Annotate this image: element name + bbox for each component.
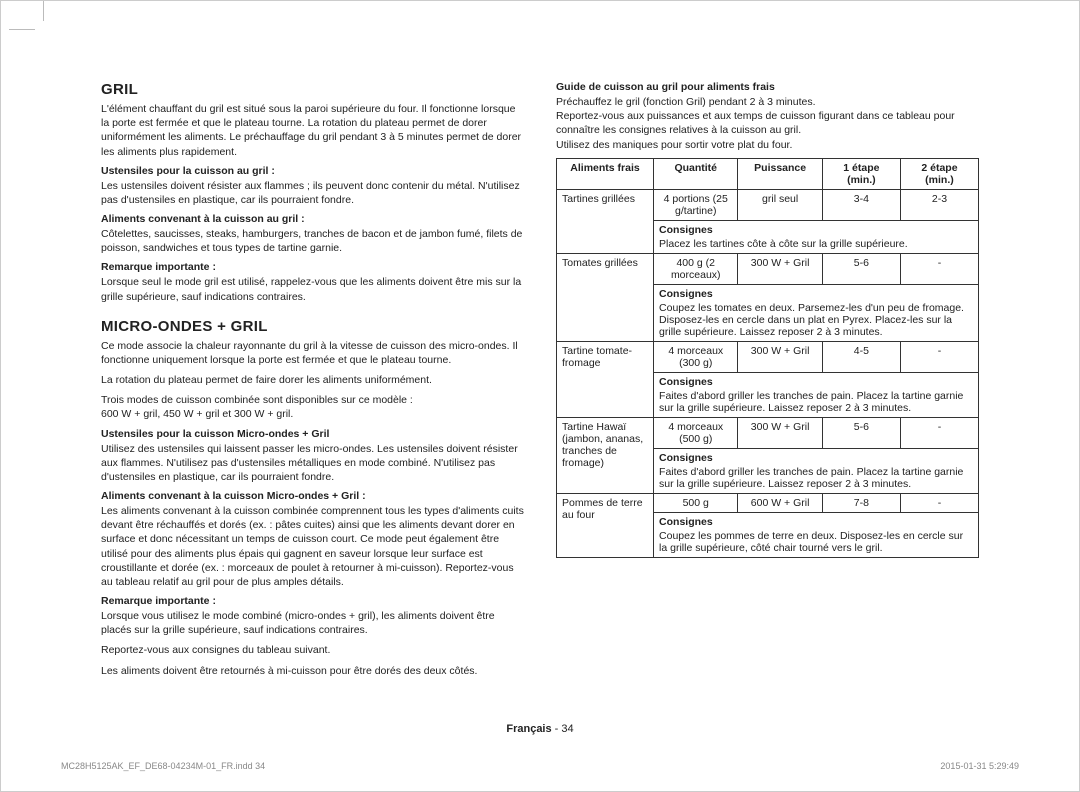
cell-aliment: Pommes de terre au four: [557, 493, 654, 557]
table-row: Tomates grillées400 g (2 morceaux)300 W …: [557, 253, 979, 284]
cell-puissance: 600 W + Gril: [738, 493, 822, 512]
cell-quantite: 4 portions (25 g/tartine): [654, 189, 738, 220]
guide-p3: Utilisez des maniques pour sortir votre …: [556, 138, 979, 152]
mwg-intro-3: Trois modes de cuisson combinée sont dis…: [101, 393, 524, 407]
cell-etape2: -: [900, 341, 978, 372]
mwg-aliments-text: Les aliments convenant à la cuisson comb…: [101, 504, 524, 589]
guide-title: Guide de cuisson au gril pour aliments f…: [556, 81, 979, 93]
table-row: Tartine Hawaï (jambon, ananas, tranches …: [557, 417, 979, 448]
cell-quantite: 400 g (2 morceaux): [654, 253, 738, 284]
page: GRIL L'élément chauffant du gril est sit…: [0, 0, 1080, 792]
right-column: Guide de cuisson au gril pour aliments f…: [556, 81, 979, 684]
table-row: Pommes de terre au four500 g600 W + Gril…: [557, 493, 979, 512]
mwg-remarque-2: Reportez-vous aux consignes du tableau s…: [101, 643, 524, 657]
cell-etape2: -: [900, 493, 978, 512]
gril-intro: L'élément chauffant du gril est situé so…: [101, 102, 524, 159]
cell-puissance: 300 W + Gril: [738, 417, 822, 448]
mwg-intro-2: La rotation du plateau permet de faire d…: [101, 373, 524, 387]
cell-quantite: 500 g: [654, 493, 738, 512]
consignes-text: Coupez les pommes de terre en deux. Disp…: [659, 530, 963, 554]
page-footer: Français - 34: [1, 723, 1079, 735]
footer-sep: -: [552, 723, 562, 735]
consignes-label: Consignes: [659, 224, 973, 236]
footer-lang: Français: [506, 723, 551, 735]
cell-etape1: 3-4: [822, 189, 900, 220]
cell-consigne: Consignes Faites d'abord griller les tran…: [654, 448, 979, 493]
left-column: GRIL L'élément chauffant du gril est sit…: [101, 81, 524, 684]
content-columns: GRIL L'élément chauffant du gril est sit…: [101, 81, 979, 684]
consignes-label: Consignes: [659, 516, 973, 528]
table-row: Tartines grillées4 portions (25 g/tartin…: [557, 189, 979, 220]
cell-consigne: Consignes Placez les tartines côte à côte…: [654, 220, 979, 253]
footer-page: 34: [561, 723, 573, 735]
guide-p2: Reportez-vous aux puissances et aux temp…: [556, 109, 979, 137]
gril-ustensiles-title: Ustensiles pour la cuisson au gril :: [101, 165, 524, 177]
th-etape2: 2 étape (min.): [900, 158, 978, 189]
cell-aliment: Tartine Hawaï (jambon, ananas, tranches …: [557, 417, 654, 493]
th-quantite: Quantité: [654, 158, 738, 189]
cell-quantite: 4 morceaux (500 g): [654, 417, 738, 448]
th-puissance: Puissance: [738, 158, 822, 189]
table-header-row: Aliments frais Quantité Puissance 1 étap…: [557, 158, 979, 189]
consignes-text: Faites d'abord griller les tranches de p…: [659, 466, 963, 490]
cell-aliment: Tomates grillées: [557, 253, 654, 341]
crop-mark: [9, 29, 35, 30]
cell-etape1: 7-8: [822, 493, 900, 512]
mwg-ustensiles-text: Utilisez des ustensiles qui laissent pas…: [101, 442, 524, 485]
gril-remarque-text: Lorsque seul le mode gril est utilisé, r…: [101, 275, 524, 303]
mwg-remarque-title: Remarque importante :: [101, 595, 524, 607]
th-etape1: 1 étape (min.): [822, 158, 900, 189]
cell-etape2: -: [900, 417, 978, 448]
cell-aliment: Tartines grillées: [557, 189, 654, 253]
cell-etape2: 2-3: [900, 189, 978, 220]
crop-mark: [43, 1, 44, 21]
imprint-file: MC28H5125AK_EF_DE68-04234M-01_FR.indd 34: [61, 761, 265, 771]
mwg-intro-1: Ce mode associe la chaleur rayonnante du…: [101, 339, 524, 367]
cell-puissance: 300 W + Gril: [738, 253, 822, 284]
heading-gril: GRIL: [101, 81, 524, 98]
mwg-intro-4: 600 W + gril, 450 W + gril et 300 W + gr…: [101, 407, 524, 421]
consignes-text: Coupez les tomates en deux. Parsemez-les…: [659, 302, 964, 338]
table-row: Tartine tomate-fromage4 morceaux (300 g)…: [557, 341, 979, 372]
mwg-remarque-3: Les aliments doivent être retournés à mi…: [101, 664, 524, 678]
cell-consigne: Consignes Coupez les pommes de terre en d…: [654, 512, 979, 557]
consignes-label: Consignes: [659, 288, 973, 300]
consignes-text: Faites d'abord griller les tranches de p…: [659, 390, 963, 414]
cell-etape2: -: [900, 253, 978, 284]
th-aliments: Aliments frais: [557, 158, 654, 189]
cell-aliment: Tartine tomate-fromage: [557, 341, 654, 417]
gril-ustensiles-text: Les ustensiles doivent résister aux flam…: [101, 179, 524, 207]
cell-etape1: 5-6: [822, 417, 900, 448]
gril-aliments-title: Aliments convenant à la cuisson au gril …: [101, 213, 524, 225]
cell-consigne: Consignes Faites d'abord griller les tran…: [654, 372, 979, 417]
consignes-label: Consignes: [659, 452, 973, 464]
mwg-aliments-title: Aliments convenant à la cuisson Micro-on…: [101, 490, 524, 502]
imprint-timestamp: 2015-01-31 5:29:49: [940, 761, 1019, 771]
mwg-ustensiles-title: Ustensiles pour la cuisson Micro-ondes +…: [101, 428, 524, 440]
consignes-text: Placez les tartines côte à côte sur la g…: [659, 238, 908, 250]
gril-remarque-title: Remarque importante :: [101, 261, 524, 273]
guide-p1: Préchauffez le gril (fonction Gril) pend…: [556, 95, 979, 109]
cell-puissance: gril seul: [738, 189, 822, 220]
cooking-guide-table: Aliments frais Quantité Puissance 1 étap…: [556, 158, 979, 558]
cell-quantite: 4 morceaux (300 g): [654, 341, 738, 372]
cell-consigne: Consignes Coupez les tomates en deux. Par…: [654, 284, 979, 341]
cell-etape1: 5-6: [822, 253, 900, 284]
mwg-remarque-1: Lorsque vous utilisez le mode combiné (m…: [101, 609, 524, 637]
heading-mwg: MICRO-ONDES + GRIL: [101, 318, 524, 335]
imprint-line: MC28H5125AK_EF_DE68-04234M-01_FR.indd 34…: [61, 761, 1019, 771]
cell-etape1: 4-5: [822, 341, 900, 372]
consignes-label: Consignes: [659, 376, 973, 388]
gril-aliments-text: Côtelettes, saucisses, steaks, hamburger…: [101, 227, 524, 255]
cell-puissance: 300 W + Gril: [738, 341, 822, 372]
